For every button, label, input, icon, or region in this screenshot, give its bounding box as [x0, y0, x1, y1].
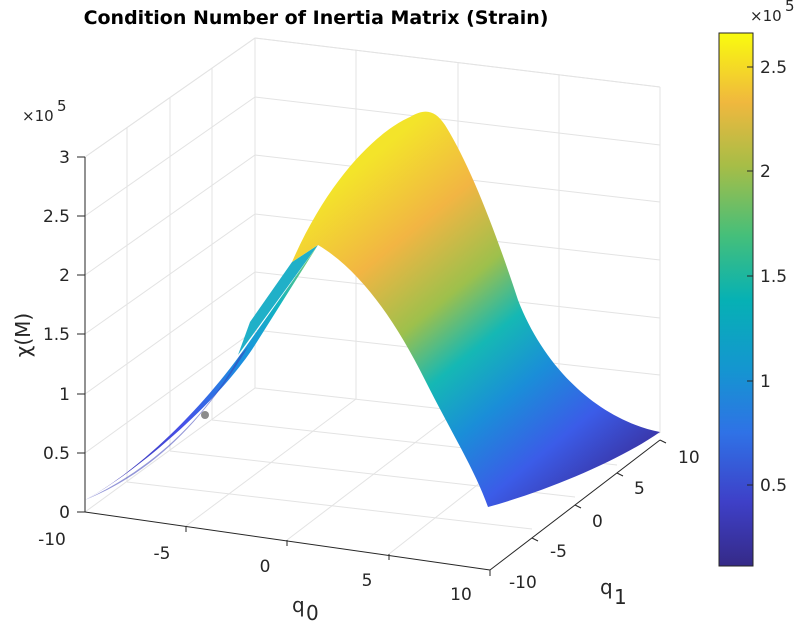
colorbar-tick-label: 1.5 — [760, 267, 787, 287]
y-tick-label: -10 — [509, 573, 537, 593]
z-tick-label: 0 — [59, 503, 70, 523]
z-tick-labels: 3 2.5 2 1.5 1 0.5 0 — [43, 148, 70, 523]
z-tick-label: 2 — [59, 266, 70, 286]
y-tick-label: -5 — [550, 542, 567, 562]
x-tick-label: 0 — [260, 557, 271, 577]
x-tick-label: -5 — [154, 544, 171, 564]
z-axis-exponent: ×10 5 — [22, 97, 67, 125]
z-tick-label: 1.5 — [43, 325, 70, 345]
svg-text:×10: ×10 — [750, 7, 782, 25]
x-tick-label: 5 — [362, 571, 373, 591]
y-tick-labels: -10 -5 0 5 10 — [509, 448, 700, 593]
z-axis-label: χ(M) — [11, 313, 35, 357]
chart-title: Condition Number of Inertia Matrix (Stra… — [84, 7, 549, 29]
colorbar-tick-label: 2 — [760, 162, 771, 182]
x-tick-label: -10 — [38, 530, 66, 550]
surface-main-face — [292, 111, 660, 507]
z-tick-label: 2.5 — [43, 207, 70, 227]
z-tick-label: 0.5 — [43, 444, 70, 464]
colorbar-tick-label: 2.5 — [760, 58, 787, 78]
z-tick-label: 3 — [59, 148, 70, 168]
colorbar-tick-label: 0.5 — [760, 476, 787, 496]
colorbar-tick-label: 1 — [760, 372, 771, 392]
y-axis-label: q 1 — [600, 575, 627, 609]
surface-lower-face — [85, 347, 248, 500]
x-axis-label: q 0 — [292, 593, 319, 625]
svg-text:5: 5 — [57, 97, 67, 115]
colorbar-exponent: ×10 5 — [750, 0, 795, 25]
surface-ridge-band — [238, 245, 318, 355]
z-tick-label: 1 — [59, 385, 70, 405]
tick-marks — [77, 156, 667, 576]
colorbar-gradient — [718, 32, 754, 567]
y-tick-label: 5 — [634, 479, 645, 499]
surface-plot — [85, 111, 660, 507]
svg-text:×10: ×10 — [22, 107, 54, 125]
y-tick-label: 0 — [592, 512, 603, 532]
x-tick-labels: -10 -5 0 5 10 — [38, 530, 472, 605]
svg-text:q: q — [600, 575, 613, 599]
svg-text:1: 1 — [614, 585, 627, 609]
svg-text:q: q — [292, 593, 305, 617]
y-tick-label: 10 — [678, 448, 700, 468]
svg-text:5: 5 — [785, 0, 795, 15]
svg-text:0: 0 — [306, 601, 319, 625]
colorbar: 0.5 1 1.5 2 2.5 ×10 5 — [718, 0, 795, 567]
x-tick-label: 10 — [450, 585, 472, 605]
data-marker — [201, 411, 209, 419]
